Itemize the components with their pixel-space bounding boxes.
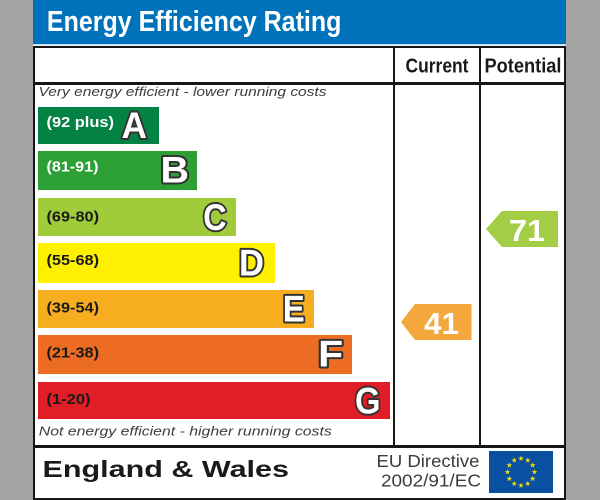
svg-text:(55-68): (55-68): [47, 253, 100, 269]
svg-text:D: D: [239, 243, 264, 284]
svg-text:Not energy efficient - higher: Not energy efficient - higher running co…: [39, 424, 333, 439]
svg-text:Energy Efficiency Rating: Energy Efficiency Rating: [47, 6, 342, 38]
svg-text:England & Wales: England & Wales: [43, 456, 290, 482]
svg-text:2002/91/EC: 2002/91/EC: [381, 471, 481, 491]
svg-text:G: G: [355, 381, 381, 422]
svg-text:(39-54): (39-54): [47, 301, 100, 317]
svg-text:A: A: [122, 105, 148, 146]
svg-text:(1-20): (1-20): [47, 392, 91, 408]
svg-text:C: C: [203, 197, 227, 238]
svg-text:(69-80): (69-80): [47, 210, 100, 226]
svg-text:F: F: [318, 333, 343, 374]
svg-text:(21-38): (21-38): [47, 346, 100, 362]
svg-text:E: E: [283, 288, 305, 329]
svg-text:Very energy efficient - lower: Very energy efficient - lower running co…: [39, 84, 328, 99]
svg-text:41: 41: [424, 306, 459, 341]
svg-text:Potential: Potential: [485, 55, 562, 78]
svg-text:(81-91): (81-91): [47, 160, 99, 176]
svg-text:B: B: [161, 149, 190, 190]
svg-text:(92 plus): (92 plus): [47, 115, 115, 131]
svg-text:Current: Current: [406, 55, 469, 78]
svg-text:EU Directive: EU Directive: [377, 451, 480, 471]
svg-text:71: 71: [509, 213, 545, 248]
